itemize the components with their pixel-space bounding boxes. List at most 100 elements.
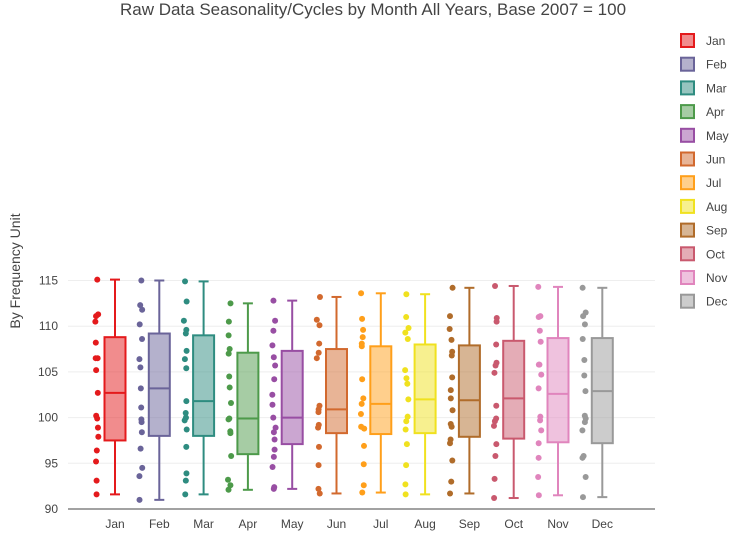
data-point bbox=[447, 440, 454, 447]
data-point bbox=[535, 385, 542, 392]
data-point bbox=[357, 410, 364, 417]
data-point bbox=[183, 398, 190, 405]
data-point bbox=[270, 297, 277, 304]
data-point bbox=[582, 474, 589, 481]
data-point bbox=[94, 389, 101, 396]
data-point bbox=[404, 335, 411, 342]
data-point bbox=[491, 418, 498, 425]
legend-label: Mar bbox=[706, 81, 727, 95]
data-point bbox=[138, 419, 145, 426]
data-point bbox=[271, 446, 278, 453]
data-point bbox=[270, 485, 277, 492]
data-point bbox=[136, 321, 143, 328]
data-point bbox=[93, 447, 100, 454]
data-point bbox=[228, 452, 235, 459]
data-point bbox=[270, 453, 277, 460]
data-point bbox=[493, 402, 500, 409]
data-point bbox=[448, 352, 455, 359]
data-point bbox=[403, 375, 410, 382]
box-iqr bbox=[325, 348, 348, 435]
data-point bbox=[226, 373, 233, 380]
x-tick-label: Apr bbox=[239, 517, 258, 531]
legend-swatch bbox=[680, 198, 695, 214]
legend-label: Nov bbox=[706, 271, 727, 285]
legend-label: Jun bbox=[706, 153, 725, 167]
data-point bbox=[182, 491, 189, 498]
data-point bbox=[315, 462, 322, 469]
data-point bbox=[492, 282, 499, 289]
data-point bbox=[538, 371, 545, 378]
data-point bbox=[315, 349, 322, 356]
legend-swatch bbox=[680, 127, 695, 143]
data-point bbox=[181, 356, 188, 363]
data-point bbox=[491, 475, 498, 482]
data-point bbox=[313, 316, 320, 323]
x-tick-label: Mar bbox=[193, 517, 214, 531]
x-tick-label: Jun bbox=[327, 517, 346, 531]
data-point bbox=[269, 391, 276, 398]
box-iqr bbox=[369, 345, 393, 436]
legend-label: Oct bbox=[706, 247, 725, 261]
data-point bbox=[137, 364, 144, 371]
data-point bbox=[537, 417, 544, 424]
data-point bbox=[138, 277, 145, 284]
data-point bbox=[404, 380, 411, 387]
chart-title: Raw Data Seasonality/Cycles by Month All… bbox=[120, 0, 626, 19]
data-point bbox=[360, 326, 367, 333]
data-point bbox=[226, 384, 233, 391]
data-point bbox=[535, 440, 542, 447]
legend-label: Apr bbox=[706, 105, 725, 119]
legend: Jan Feb Mar Apr May Jun Jul Aug Sep Oct Nov Dec bbox=[680, 33, 729, 309]
data-point bbox=[270, 354, 277, 361]
data-point bbox=[535, 361, 542, 368]
data-point bbox=[403, 291, 410, 298]
data-point bbox=[448, 423, 455, 430]
legend-label: May bbox=[706, 129, 729, 143]
box-iqr bbox=[236, 351, 260, 456]
x-tick-label: Nov bbox=[547, 517, 568, 531]
box-group bbox=[92, 276, 127, 498]
data-point bbox=[225, 332, 232, 339]
box-iqr bbox=[280, 349, 304, 446]
x-tick-label: Jul bbox=[373, 517, 388, 531]
data-point bbox=[93, 458, 100, 465]
y-tick-label: 95 bbox=[45, 456, 59, 470]
legend-swatch bbox=[680, 151, 695, 167]
data-point bbox=[136, 473, 143, 480]
data-point bbox=[581, 419, 588, 426]
data-point bbox=[313, 355, 320, 362]
data-point bbox=[227, 430, 234, 437]
box-group bbox=[225, 300, 260, 493]
data-point bbox=[358, 290, 365, 297]
data-point bbox=[269, 342, 276, 349]
data-point bbox=[358, 400, 365, 407]
data-point bbox=[315, 485, 322, 492]
legend-swatch bbox=[680, 222, 695, 238]
data-point bbox=[582, 388, 589, 395]
data-point bbox=[271, 436, 278, 443]
data-point bbox=[581, 321, 588, 328]
data-point bbox=[448, 336, 455, 343]
data-point bbox=[183, 426, 190, 433]
data-point bbox=[579, 335, 586, 342]
data-point bbox=[491, 369, 498, 376]
data-point bbox=[95, 433, 102, 440]
data-point bbox=[491, 495, 498, 502]
box-group bbox=[269, 297, 304, 492]
data-point bbox=[402, 367, 409, 374]
data-point bbox=[448, 478, 455, 485]
data-point bbox=[270, 429, 277, 436]
y-tick-label: 110 bbox=[39, 319, 58, 333]
data-point bbox=[405, 325, 412, 332]
data-point bbox=[138, 429, 145, 436]
legend-swatch bbox=[680, 104, 695, 120]
data-point bbox=[272, 424, 279, 431]
data-point bbox=[226, 346, 233, 353]
data-point bbox=[449, 407, 456, 414]
legend-swatch bbox=[680, 175, 695, 191]
data-point bbox=[580, 313, 587, 320]
data-point bbox=[138, 404, 145, 411]
data-point bbox=[536, 327, 543, 334]
data-point bbox=[446, 313, 453, 320]
